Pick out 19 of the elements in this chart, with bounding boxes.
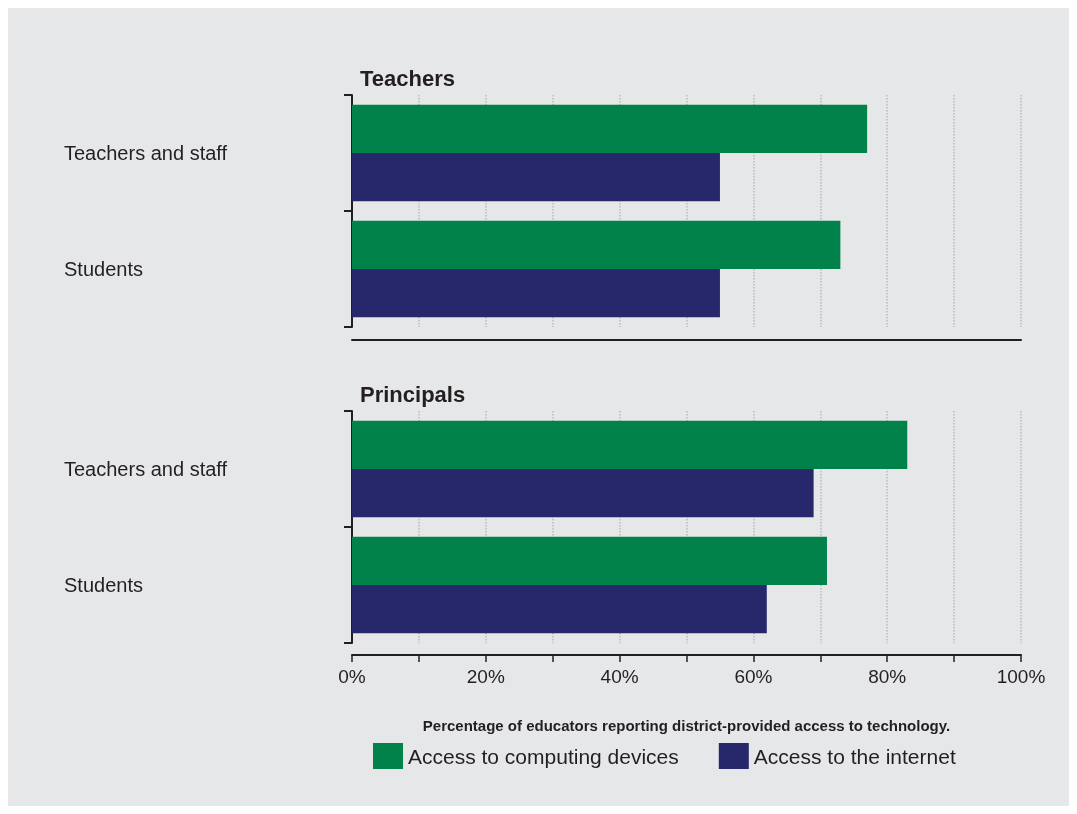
legend-label: Access to computing devices [408,744,679,768]
chart-title: Teachers [360,65,455,91]
y-tick-label: Students [64,574,143,596]
chart-title: Principals [360,381,466,407]
bar [352,536,827,585]
y-tick-label: Teachers and staff [64,458,228,480]
bar [352,420,908,469]
y-tick-label: Students [64,258,143,280]
x-tick-label: 60% [734,666,773,687]
x-tick-label: 20% [466,666,505,687]
x-tick-label: 0% [338,666,366,687]
y-tick-label: Teachers and staff [64,142,228,164]
bar [352,469,814,518]
x-axis-title: Percentage of educators reporting district-provided access to technology. [422,717,951,734]
x-tick-label: 80% [868,666,907,687]
bar [352,585,767,634]
x-tick-label: 100% [996,666,1046,687]
legend-label: Access to the internet [753,744,956,768]
x-tick-label: 40% [600,666,639,687]
